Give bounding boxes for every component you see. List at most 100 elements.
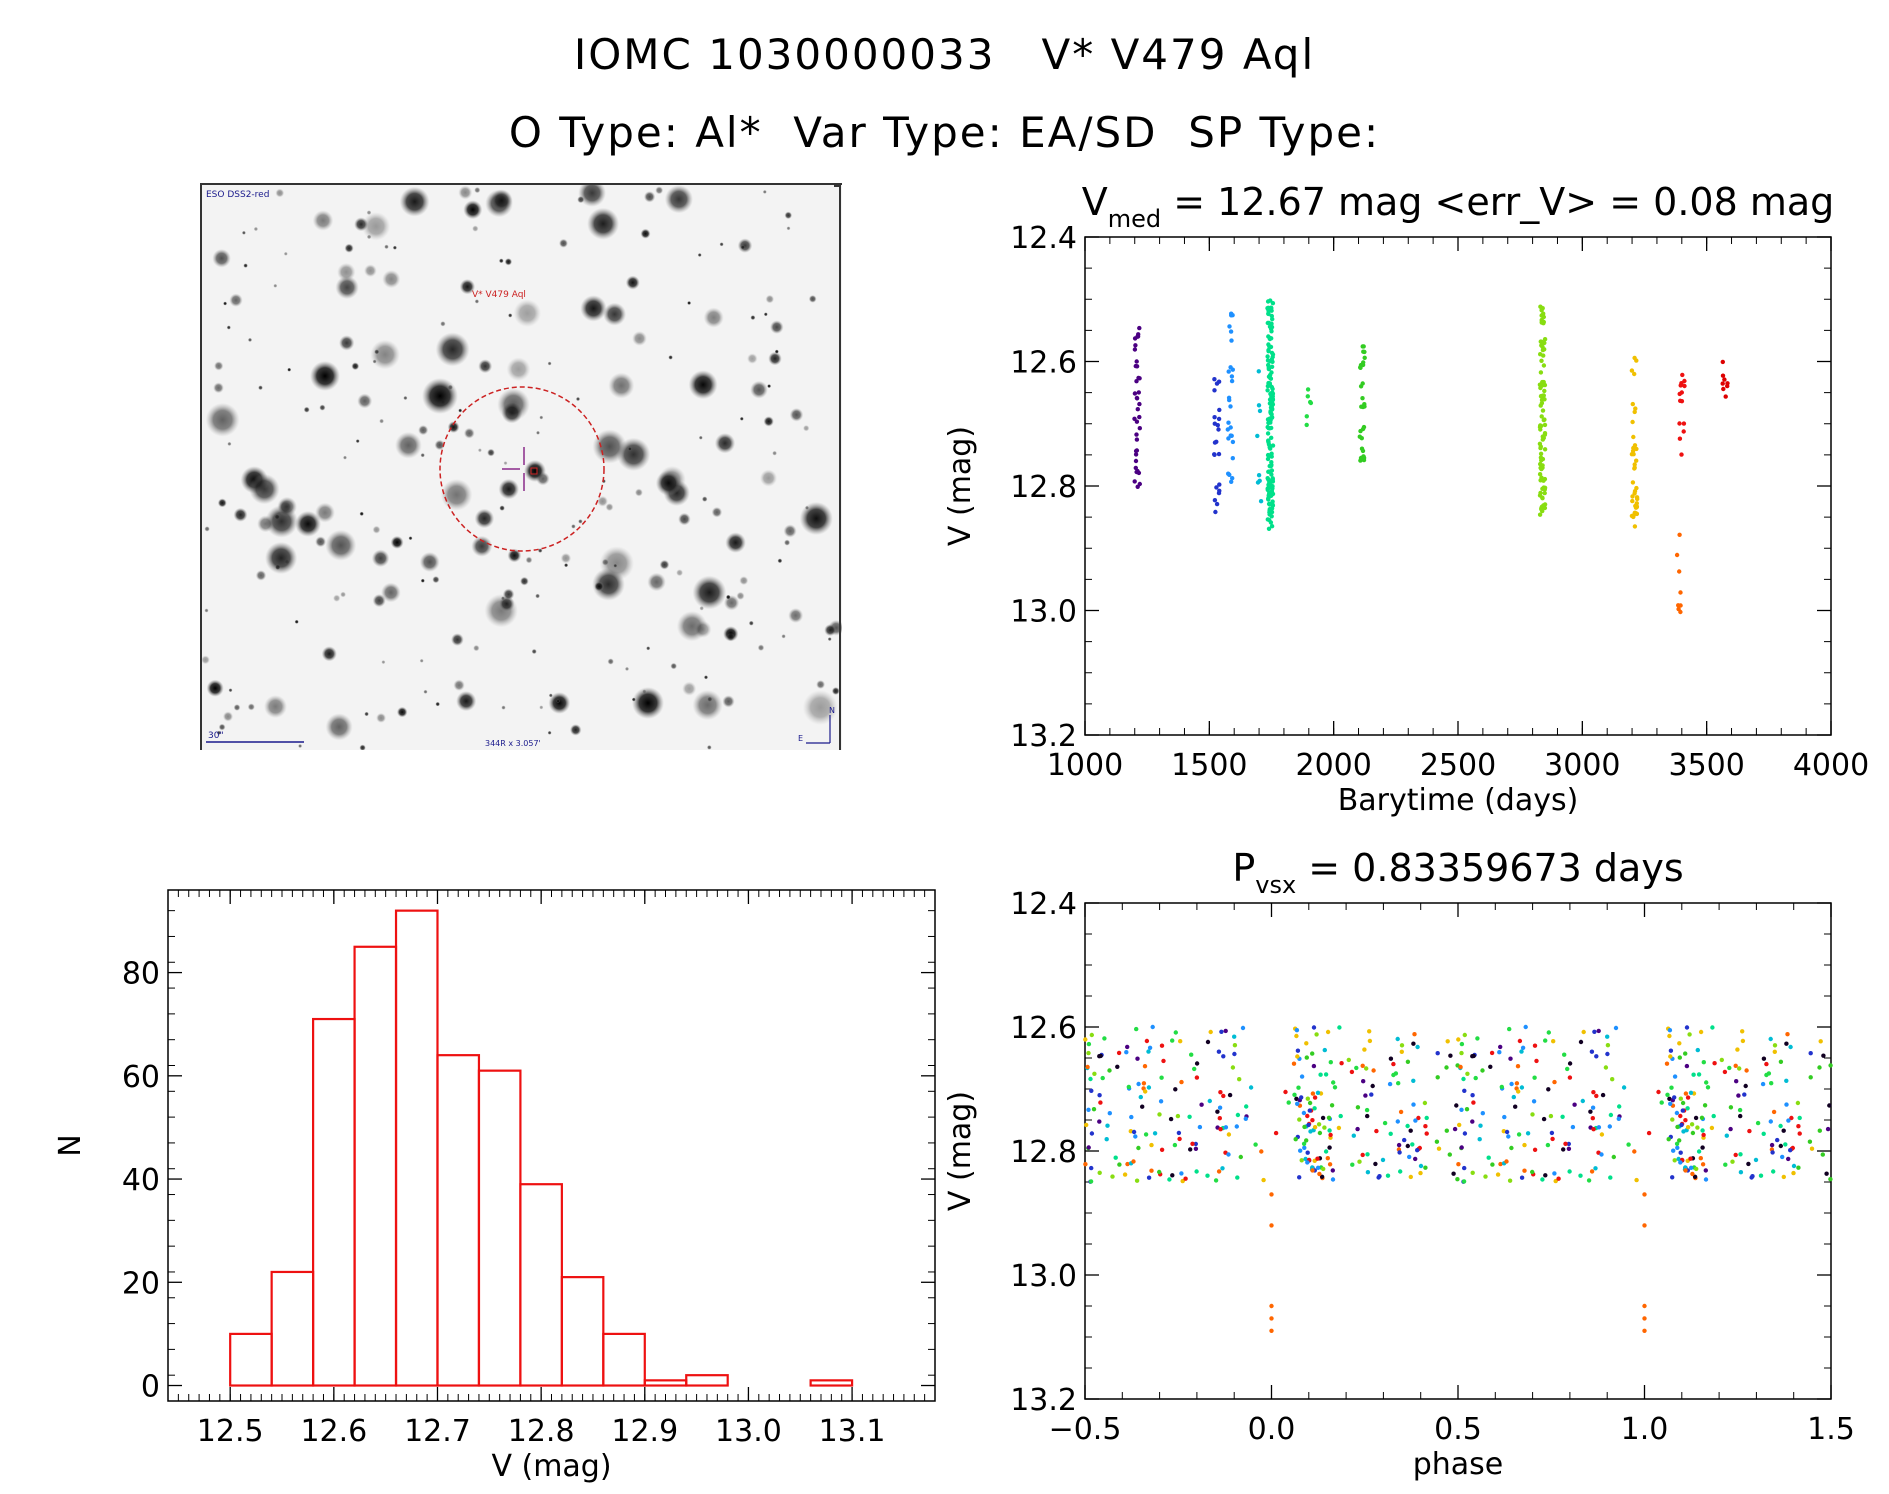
data-point — [1270, 390, 1275, 395]
star — [216, 730, 222, 735]
star — [453, 679, 465, 691]
phased-point — [1702, 1103, 1708, 1108]
phased-point — [1743, 1083, 1748, 1089]
star — [759, 469, 778, 487]
phased-point — [1464, 1107, 1470, 1112]
phased-point — [1764, 1061, 1769, 1067]
data-point — [1722, 377, 1727, 382]
phased-point — [1781, 1174, 1786, 1180]
data-point — [1135, 407, 1140, 412]
data-point — [1634, 458, 1639, 463]
star — [577, 196, 585, 204]
data-point — [1230, 367, 1235, 372]
star — [536, 430, 540, 435]
phased-points — [1083, 1024, 1833, 1333]
phased-point — [1581, 1029, 1586, 1035]
x-tick-label: 13.1 — [819, 1414, 886, 1449]
page-title: IOMC 1030000033 V* V479 Aql — [573, 30, 1316, 79]
star — [513, 299, 542, 327]
phased-point — [1410, 1142, 1415, 1147]
y-tick-label: 60 — [122, 1060, 160, 1095]
phased-point — [1157, 1169, 1162, 1175]
data-point — [1539, 504, 1545, 509]
phased-point — [1134, 1026, 1139, 1032]
phased-point — [1578, 1039, 1584, 1045]
phased-point — [1086, 1041, 1092, 1047]
star — [711, 506, 723, 518]
data-point — [1358, 384, 1364, 389]
star — [687, 301, 692, 305]
data-point — [1720, 381, 1725, 386]
phased-point — [1423, 1124, 1428, 1129]
data-point — [1269, 412, 1274, 417]
phased-point — [1586, 1178, 1592, 1183]
data-point — [1634, 446, 1639, 452]
phased-point — [1519, 1085, 1525, 1090]
data-point — [1267, 401, 1273, 406]
y-tick-label: 13.2 — [1010, 719, 1077, 754]
survey-label: ESO DSS2-red — [206, 190, 269, 200]
data-point — [1217, 407, 1222, 413]
data-point — [1266, 366, 1272, 372]
phased-point — [1216, 1169, 1222, 1174]
phased-point — [1540, 1177, 1545, 1182]
phased-point — [1283, 1089, 1288, 1095]
star — [575, 396, 581, 402]
phased-point — [1296, 1085, 1301, 1090]
phased-point — [1700, 1145, 1705, 1150]
phased-point — [1737, 1066, 1742, 1071]
phased-point — [1688, 1156, 1693, 1161]
phased-point — [1738, 1170, 1744, 1175]
phased-point — [1418, 1163, 1424, 1169]
phased-point — [1234, 1124, 1239, 1129]
data-point — [1540, 306, 1545, 311]
phased-point — [1413, 1156, 1418, 1162]
compass-icon: N E — [798, 706, 835, 744]
data-point — [1629, 368, 1635, 373]
data-point — [1269, 313, 1274, 319]
phased-point — [1692, 1174, 1698, 1179]
data-point — [1270, 301, 1276, 306]
phased-point — [1737, 1107, 1743, 1113]
scale-label: 30" — [208, 731, 224, 741]
phased-point — [1611, 1154, 1616, 1160]
phased-point — [1294, 1033, 1299, 1039]
phased-point — [1775, 1137, 1780, 1143]
star — [664, 185, 693, 214]
phased-point — [1310, 1168, 1315, 1173]
data-point — [1132, 479, 1137, 484]
data-point — [1270, 352, 1276, 357]
phased-point — [1552, 1079, 1557, 1085]
phased-point — [1088, 1076, 1093, 1082]
phased-point — [1516, 1132, 1522, 1137]
phased-point — [1085, 1064, 1090, 1070]
star — [537, 548, 543, 553]
data-point — [1266, 311, 1271, 316]
y-tick-label: 13.0 — [1010, 1259, 1077, 1294]
phased-point — [1675, 1145, 1680, 1150]
data-point — [1539, 343, 1544, 348]
phased-point — [1670, 1175, 1675, 1180]
phased-point — [1131, 1129, 1137, 1135]
phased-point — [1781, 1128, 1786, 1133]
data-point — [1267, 512, 1272, 517]
phased-point — [1788, 1044, 1793, 1050]
phased-point — [1328, 1060, 1333, 1065]
histogram-bar — [436, 1054, 481, 1387]
phased-point — [1738, 1152, 1743, 1157]
star — [243, 263, 248, 268]
light-curve-chart: 1000 1500 2000 2500 3000 3500 4000 12.4 12.6 12.8… — [943, 180, 1869, 818]
phased-point — [1519, 1175, 1525, 1180]
phased-point — [1459, 1145, 1464, 1150]
data-point — [1539, 458, 1544, 463]
data-point — [1227, 324, 1232, 329]
phased-point — [1701, 1132, 1706, 1138]
data-point — [1229, 479, 1234, 484]
phased-point — [1694, 1166, 1699, 1172]
star — [789, 408, 804, 422]
phased-point — [1319, 1174, 1325, 1179]
phased-point — [1298, 1148, 1303, 1153]
phased-point — [1507, 1178, 1513, 1183]
data-point — [1359, 436, 1364, 441]
data-point — [1682, 383, 1687, 389]
